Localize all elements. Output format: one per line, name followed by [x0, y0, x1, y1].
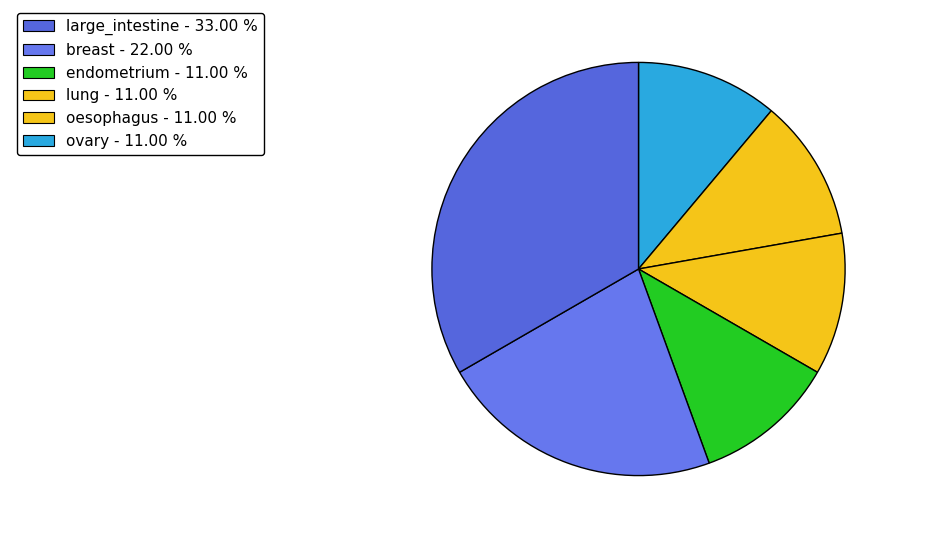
Wedge shape [459, 269, 709, 476]
Wedge shape [432, 62, 639, 372]
Wedge shape [639, 62, 771, 269]
Wedge shape [639, 111, 842, 269]
Legend: large_intestine - 33.00 %, breast - 22.00 %, endometrium - 11.00 %, lung - 11.00: large_intestine - 33.00 %, breast - 22.0… [17, 13, 264, 154]
Wedge shape [639, 233, 845, 372]
Wedge shape [639, 269, 818, 463]
